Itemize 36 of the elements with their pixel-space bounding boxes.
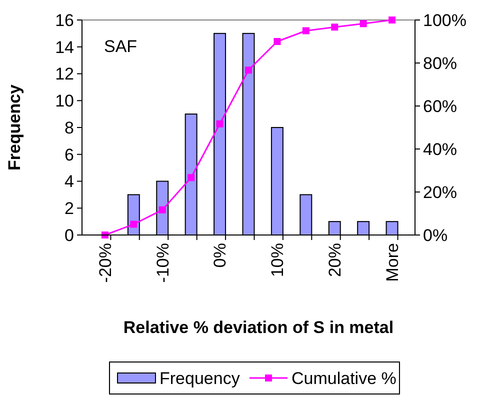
y-tick-label: 14 (55, 38, 74, 57)
point (388, 16, 396, 24)
y-tick-label: 0 (64, 226, 74, 245)
y2-tick-label: 60% (423, 96, 458, 116)
point (216, 120, 224, 128)
y2-tick-label: 40% (423, 140, 458, 159)
y-tick-label: 10 (55, 92, 74, 111)
point (158, 206, 166, 214)
point (360, 20, 367, 28)
point (245, 66, 252, 74)
point (188, 174, 195, 182)
y-tick-label: 8 (64, 118, 74, 138)
y-tick-label: 12 (55, 64, 74, 84)
y2-tick-label: 0% (423, 226, 448, 245)
x-tick-label: -20% (96, 243, 115, 283)
y-tick-label: 6 (64, 145, 74, 164)
point (274, 38, 281, 45)
point (130, 220, 138, 228)
y-tick-label: 4 (64, 172, 74, 192)
point (331, 24, 338, 31)
y-tick-label: 16 (55, 10, 74, 30)
y2-tick-label: 80% (423, 54, 458, 73)
y-tick-label: 2 (64, 199, 74, 218)
x-axis-title: Relative % deviation of S in metal (123, 318, 394, 337)
x-tick-label: 10% (268, 243, 288, 278)
point (302, 27, 310, 34)
x-tick-label: -10% (153, 243, 172, 283)
x-tick-label: More (382, 243, 402, 282)
x-tick-label: 0% (210, 243, 230, 268)
legend-label: Cumulative % (292, 368, 396, 388)
x-tick-label: 20% (326, 243, 345, 278)
annotation: SAF (104, 37, 138, 56)
y-axis-title: Frequency (5, 84, 24, 170)
y2-tick-label: 20% (423, 182, 458, 202)
y2-tick-label: 100% (423, 10, 466, 30)
legend-label: Frequency (160, 368, 240, 388)
